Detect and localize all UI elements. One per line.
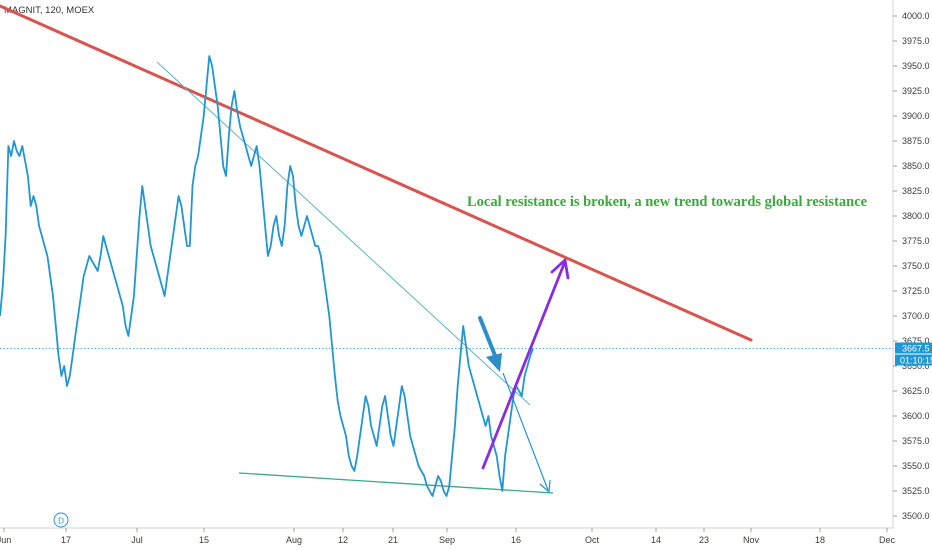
price-tick-label: 3825.0 [902, 186, 930, 196]
price-tick-label: 3650.0 [902, 361, 930, 371]
price-tick-label: 3800.0 [902, 211, 930, 221]
price-axis[interactable]: 4000.0 3975.0 3950.0 3925.0 3900.0 3875.0 3850… [893, 11, 930, 521]
dividend-marker-label: D [58, 517, 64, 526]
last-price-badge: 3667.5 01:10:15 [895, 342, 932, 366]
global-resistance-line[interactable] [0, 4, 753, 342]
time-tick-label: 17 [61, 535, 71, 545]
price-tick-label: 3750.0 [902, 261, 930, 271]
time-tick-label: 14 [651, 535, 661, 545]
price-tick-label: 3900.0 [902, 111, 930, 121]
price-tick-label: 3925.0 [902, 86, 930, 96]
annotation-text[interactable]: Local resistance is broken, a new trend … [467, 194, 868, 210]
time-tick-label: 16 [511, 535, 521, 545]
breakout-arrow[interactable] [481, 258, 570, 470]
price-tick-label: 4000.0 [902, 11, 930, 21]
price-tick-label: 3725.0 [902, 286, 930, 296]
time-tick-label: Dec [879, 535, 896, 545]
bar-countdown-label: 01:10:15 [900, 356, 932, 366]
last-price-label: 3667.5 [902, 344, 930, 354]
time-tick-label: 18 [815, 535, 825, 545]
dividend-marker[interactable]: D [53, 512, 69, 528]
price-tick-label: 3500.0 [902, 511, 930, 521]
price-tick-label: 3875.0 [902, 136, 930, 146]
projection-arrow[interactable] [502, 372, 551, 494]
price-tick-label: 3625.0 [902, 386, 930, 396]
price-tick-label: 3675.0 [902, 336, 930, 346]
price-tick-label: 3950.0 [902, 61, 930, 71]
time-tick-label: Aug [286, 535, 302, 545]
price-tick-label: 3600.0 [902, 411, 930, 421]
time-tick-label: Jun [0, 535, 11, 545]
price-tick-label: 3700.0 [902, 311, 930, 321]
time-tick-label: 12 [338, 535, 348, 545]
price-tick-label: 3550.0 [902, 461, 930, 471]
time-tick-label: Nov [743, 535, 760, 545]
price-tick-label: 3575.0 [902, 436, 930, 446]
price-series-line [0, 55, 534, 497]
price-tick-label: 3850.0 [902, 161, 930, 171]
time-tick-label: 15 [199, 535, 209, 545]
time-tick-label: Sep [439, 535, 455, 545]
price-tick-label: 3775.0 [902, 236, 930, 246]
time-axis[interactable]: Jun 17 Jul 15 Aug 12 21 Sep 16 Oct 14 23 Nov 18 Dec [0, 528, 895, 545]
down-arrow-marker[interactable] [478, 316, 502, 372]
time-tick-label: Oct [585, 535, 600, 545]
time-tick-label: 23 [699, 535, 709, 545]
time-tick-label: Jul [131, 535, 143, 545]
time-tick-label: 21 [388, 535, 398, 545]
price-tick-label: 3975.0 [902, 36, 930, 46]
symbol-header: MAGNIT, 120, MOEX [4, 5, 95, 16]
price-tick-label: 3525.0 [902, 486, 930, 496]
support-line[interactable] [238, 472, 554, 494]
